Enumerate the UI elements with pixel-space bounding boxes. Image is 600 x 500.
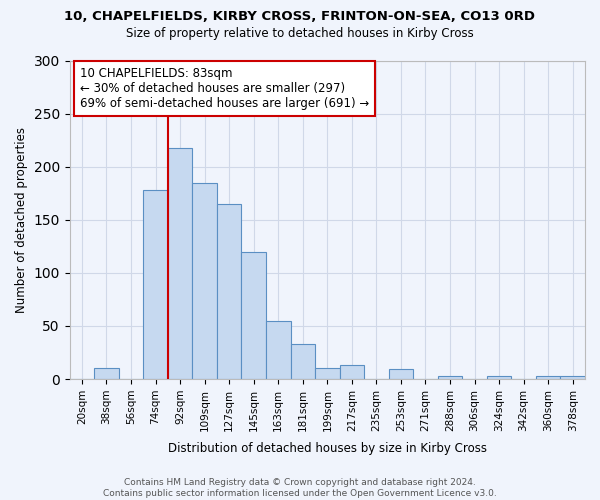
Bar bbox=[389, 370, 413, 379]
Y-axis label: Number of detached properties: Number of detached properties bbox=[15, 127, 28, 313]
Bar bbox=[193, 182, 217, 379]
Bar bbox=[266, 320, 290, 379]
Bar bbox=[560, 376, 585, 379]
Text: 10, CHAPELFIELDS, KIRBY CROSS, FRINTON-ON-SEA, CO13 0RD: 10, CHAPELFIELDS, KIRBY CROSS, FRINTON-O… bbox=[65, 10, 536, 23]
Text: Size of property relative to detached houses in Kirby Cross: Size of property relative to detached ho… bbox=[126, 28, 474, 40]
Bar bbox=[438, 376, 462, 379]
Bar bbox=[217, 204, 241, 379]
Bar bbox=[487, 376, 511, 379]
Bar bbox=[340, 365, 364, 379]
Bar bbox=[168, 148, 193, 379]
Bar bbox=[143, 190, 168, 379]
Bar bbox=[94, 368, 119, 379]
Bar bbox=[241, 252, 266, 379]
Bar bbox=[536, 376, 560, 379]
X-axis label: Distribution of detached houses by size in Kirby Cross: Distribution of detached houses by size … bbox=[168, 442, 487, 455]
Bar bbox=[315, 368, 340, 379]
Text: Contains HM Land Registry data © Crown copyright and database right 2024.
Contai: Contains HM Land Registry data © Crown c… bbox=[103, 478, 497, 498]
Bar bbox=[290, 344, 315, 379]
Text: 10 CHAPELFIELDS: 83sqm
← 30% of detached houses are smaller (297)
69% of semi-de: 10 CHAPELFIELDS: 83sqm ← 30% of detached… bbox=[80, 67, 369, 110]
